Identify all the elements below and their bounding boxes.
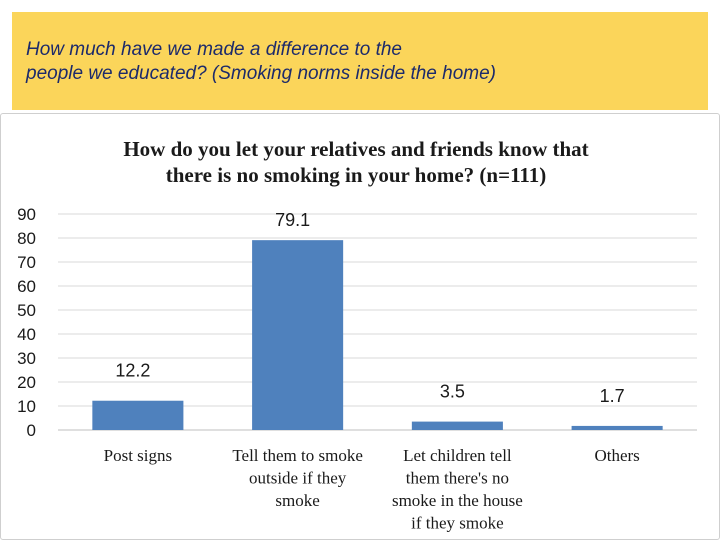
category-label: Post signs [104, 446, 173, 465]
bar [571, 425, 663, 430]
y-tick-label: 40 [17, 325, 36, 344]
category-label: Others [594, 446, 639, 465]
y-tick-label: 30 [17, 349, 36, 368]
data-label: 12.2 [115, 361, 150, 381]
data-label: 3.5 [440, 382, 465, 402]
bar [411, 421, 503, 430]
category-label: Tell them to smoke outside if they smoke [232, 446, 363, 510]
chart-title: How do you let your relatives and friend… [123, 137, 589, 187]
category-label: Let children tell them there's no smoke in… [392, 446, 523, 533]
y-tick-label: 60 [17, 277, 36, 296]
y-tick-label: 10 [17, 397, 36, 416]
y-tick-label: 70 [17, 253, 36, 272]
y-tick-label: 0 [27, 421, 36, 440]
bar [92, 400, 184, 430]
chart-panel [0, 113, 720, 540]
title-banner: How much have we made a difference to th… [12, 12, 708, 110]
y-tick-label: 50 [17, 301, 36, 320]
y-tick-label: 20 [17, 373, 36, 392]
data-label: 1.7 [600, 386, 625, 406]
y-tick-label: 90 [17, 205, 36, 224]
bar [252, 240, 344, 430]
slide-title: How much have we made a difference to th… [26, 39, 496, 84]
data-label: 79.1 [275, 210, 310, 230]
y-tick-label: 80 [17, 229, 36, 248]
